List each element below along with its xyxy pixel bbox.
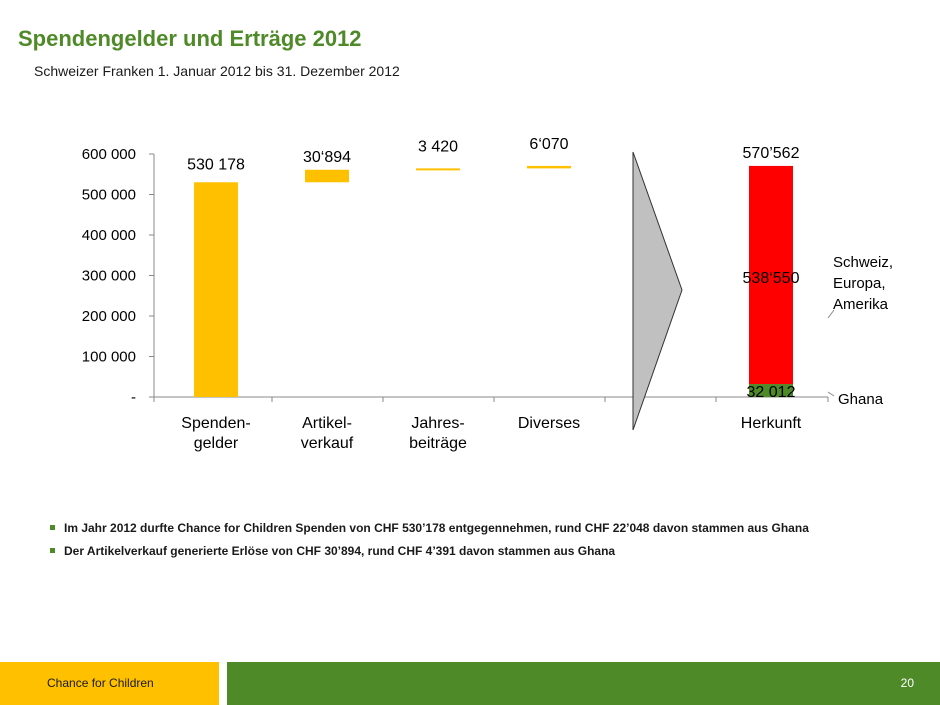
bullet-list: Im Jahr 2012 durfte Chance for Children … [48, 520, 868, 566]
total-label: 570’562 [743, 145, 800, 162]
legend-connector-line [827, 309, 835, 319]
y-tick-label: 500 000 [82, 187, 136, 204]
stack-segment-1 [749, 165, 793, 385]
bullet-item: Der Artikelverkauf generierte Erlöse von… [48, 543, 868, 559]
legend-label-schweiz: Schweiz, [833, 254, 893, 271]
bullet-marker-icon [50, 548, 55, 553]
y-tick-label: 600 000 [82, 146, 136, 163]
legend-label-ghana: Ghana [838, 391, 884, 408]
y-tick-label: 200 000 [82, 308, 136, 325]
data-label: 30‘894 [303, 149, 351, 166]
waterfall-chart: - 100 000 200 000 300 000 400 000 500 000 600 … [82, 136, 893, 452]
page-title: Spendengelder und Erträge 2012 [18, 26, 362, 51]
data-label: 3 420 [418, 138, 458, 155]
category-label: Diverses [518, 415, 580, 432]
legend-label-schweiz: Amerika [833, 296, 889, 313]
category-label: Herkunft [741, 415, 802, 432]
category-label: gelder [194, 435, 239, 452]
footer-org-name: Chance for Children [47, 676, 154, 690]
page-number: 20 [900, 676, 914, 690]
page-subtitle: Schweizer Franken 1. Januar 2012 bis 31.… [34, 63, 400, 79]
category-label: beiträge [409, 435, 467, 452]
bullet-text: Der Artikelverkauf generierte Erlöse von… [64, 544, 616, 558]
footer-right-bar [227, 662, 940, 705]
y-tick-label: - [131, 389, 136, 406]
y-tick-label: 100 000 [82, 349, 136, 366]
bullet-text: Im Jahr 2012 durfte Chance for Children … [64, 521, 809, 535]
bar-0 [194, 182, 238, 397]
stack-segment-0 [749, 384, 793, 397]
footer-left-bar [0, 662, 219, 705]
legend-connector-line [827, 391, 835, 397]
bullet-marker-icon [50, 525, 55, 530]
bar-1 [305, 169, 349, 183]
data-label: 6‘070 [529, 136, 568, 153]
category-label: Jahres- [411, 415, 464, 432]
bullet-item: Im Jahr 2012 durfte Chance for Children … [48, 520, 868, 536]
bar-3 [527, 165, 571, 169]
data-label: 530 178 [187, 156, 245, 173]
category-label: Artikel- [302, 415, 352, 432]
transition-arrow-icon [632, 151, 683, 431]
y-tick-label: 400 000 [82, 227, 136, 244]
y-tick-label: 300 000 [82, 268, 136, 285]
category-label: Spenden- [181, 415, 250, 432]
bar-2 [416, 168, 460, 171]
segment-label-schweiz: 538‘550 [743, 270, 800, 287]
legend-label-schweiz: Europa, [833, 275, 886, 292]
segment-label-ghana: 32 012 [747, 384, 796, 401]
category-label: verkauf [301, 435, 354, 452]
